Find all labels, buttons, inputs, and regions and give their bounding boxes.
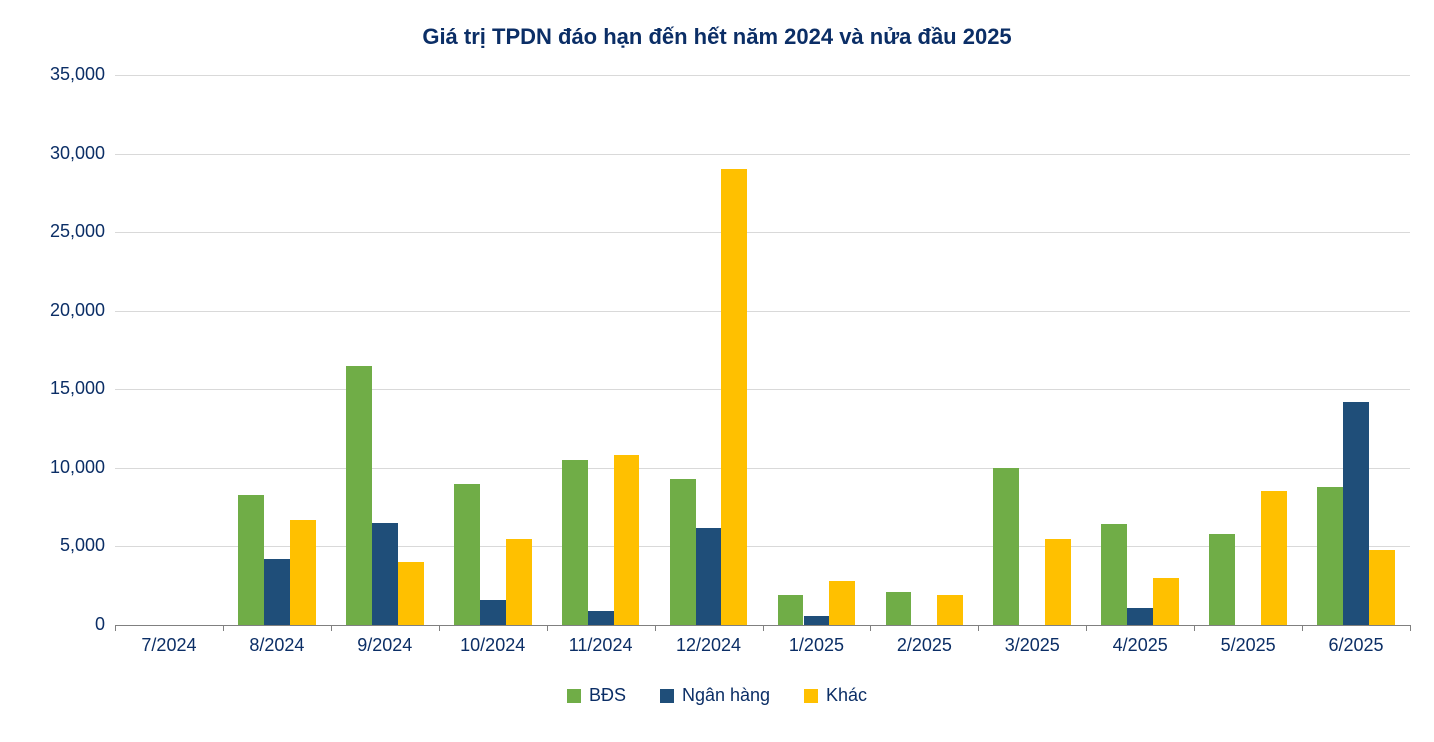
y-tick-label: 10,000 (50, 457, 105, 478)
y-tick-label: 20,000 (50, 300, 105, 321)
bar (829, 581, 855, 625)
legend: BĐS Ngân hàng Khác (0, 685, 1434, 706)
bar (804, 616, 830, 625)
x-tick-label: 5/2025 (1194, 635, 1302, 656)
gridline (115, 389, 1410, 390)
legend-swatch (567, 689, 581, 703)
bar (937, 595, 963, 625)
y-tick-label: 35,000 (50, 64, 105, 85)
x-tick-label: 9/2024 (331, 635, 439, 656)
plot-area (115, 75, 1410, 625)
chart-title: Giá trị TPDN đáo hạn đến hết năm 2024 và… (0, 24, 1434, 50)
bar (1261, 491, 1287, 625)
legend-item: Ngân hàng (660, 685, 770, 706)
x-tick-mark (439, 625, 440, 631)
legend-swatch (804, 689, 818, 703)
bar (454, 484, 480, 625)
chart-container: Giá trị TPDN đáo hạn đến hết năm 2024 và… (0, 0, 1434, 742)
x-tick-mark (1410, 625, 1411, 631)
bar (1317, 487, 1343, 625)
gridline (115, 311, 1410, 312)
bar (721, 169, 747, 625)
legend-swatch (660, 689, 674, 703)
x-tick-label: 12/2024 (655, 635, 763, 656)
x-tick-label: 1/2025 (763, 635, 871, 656)
x-tick-label: 10/2024 (439, 635, 547, 656)
x-tick-label: 3/2025 (978, 635, 1086, 656)
legend-label: Ngân hàng (682, 685, 770, 706)
bar (506, 539, 532, 625)
bar (588, 611, 614, 625)
legend-label: Khác (826, 685, 867, 706)
y-tick-label: 25,000 (50, 221, 105, 242)
gridline (115, 75, 1410, 76)
bar (372, 523, 398, 625)
bar (886, 592, 912, 625)
y-tick-label: 15,000 (50, 378, 105, 399)
x-tick-mark (763, 625, 764, 631)
x-tick-label: 7/2024 (115, 635, 223, 656)
x-tick-label: 4/2025 (1086, 635, 1194, 656)
bar (696, 528, 722, 625)
gridline (115, 468, 1410, 469)
bar (290, 520, 316, 625)
x-tick-mark (1086, 625, 1087, 631)
x-tick-mark (1194, 625, 1195, 631)
bar (398, 562, 424, 625)
legend-item: Khác (804, 685, 867, 706)
y-tick-label: 30,000 (50, 143, 105, 164)
bar (993, 468, 1019, 625)
bar (670, 479, 696, 625)
x-tick-mark (115, 625, 116, 631)
x-tick-mark (1302, 625, 1303, 631)
bar (614, 455, 640, 625)
y-tick-label: 0 (95, 614, 105, 635)
x-tick-label: 6/2025 (1302, 635, 1410, 656)
bar (1343, 402, 1369, 625)
gridline (115, 154, 1410, 155)
bar (264, 559, 290, 625)
bar (562, 460, 588, 625)
bar (1101, 524, 1127, 625)
bar (480, 600, 506, 625)
bar (1127, 608, 1153, 625)
x-tick-mark (547, 625, 548, 631)
bar (1045, 539, 1071, 625)
y-tick-label: 5,000 (60, 535, 105, 556)
bar (1369, 550, 1395, 625)
x-tick-mark (978, 625, 979, 631)
x-tick-label: 8/2024 (223, 635, 331, 656)
bar (1153, 578, 1179, 625)
x-tick-mark (331, 625, 332, 631)
x-tick-label: 2/2025 (870, 635, 978, 656)
gridline (115, 232, 1410, 233)
bar (238, 495, 264, 625)
x-tick-label: 11/2024 (547, 635, 655, 656)
bar (1209, 534, 1235, 625)
bar (778, 595, 804, 625)
bar (346, 366, 372, 625)
legend-label: BĐS (589, 685, 626, 706)
x-tick-mark (223, 625, 224, 631)
x-tick-mark (870, 625, 871, 631)
x-tick-mark (655, 625, 656, 631)
legend-item: BĐS (567, 685, 626, 706)
